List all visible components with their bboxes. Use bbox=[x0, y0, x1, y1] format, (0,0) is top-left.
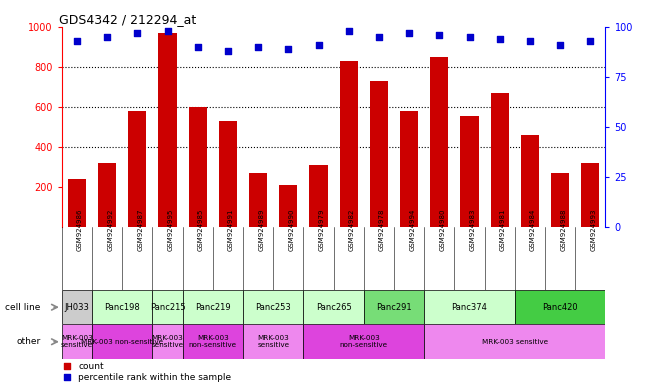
Point bbox=[62, 374, 72, 380]
Bar bbox=[430, 57, 449, 227]
Bar bbox=[183, 324, 243, 359]
Bar bbox=[189, 107, 207, 227]
Bar bbox=[521, 135, 539, 227]
Text: Panc198: Panc198 bbox=[104, 303, 140, 312]
Text: JH033: JH033 bbox=[64, 303, 89, 312]
Point bbox=[72, 38, 82, 44]
Bar bbox=[158, 33, 176, 227]
Text: Panc374: Panc374 bbox=[452, 303, 488, 312]
Bar bbox=[92, 290, 152, 324]
Text: count: count bbox=[78, 361, 104, 371]
Text: GSM924985: GSM924985 bbox=[198, 209, 204, 251]
Text: GSM924986: GSM924986 bbox=[77, 209, 83, 251]
Point bbox=[495, 36, 505, 42]
Point bbox=[223, 48, 233, 54]
Bar bbox=[551, 173, 569, 227]
Text: MRK-003
sensitive: MRK-003 sensitive bbox=[152, 335, 184, 348]
Text: Panc219: Panc219 bbox=[195, 303, 230, 312]
Point bbox=[374, 34, 384, 40]
Text: MRK-003 non-sensitive: MRK-003 non-sensitive bbox=[81, 339, 163, 345]
Bar bbox=[219, 121, 237, 227]
Text: GSM924990: GSM924990 bbox=[288, 209, 294, 251]
Text: MRK-003 sensitive: MRK-003 sensitive bbox=[482, 339, 548, 345]
Bar bbox=[515, 290, 605, 324]
Point bbox=[253, 44, 264, 50]
Point bbox=[283, 46, 294, 52]
Point bbox=[434, 32, 445, 38]
Bar bbox=[62, 324, 92, 359]
Bar bbox=[303, 324, 424, 359]
Text: MRK-003
sensitive: MRK-003 sensitive bbox=[257, 335, 289, 348]
Text: Panc291: Panc291 bbox=[376, 303, 412, 312]
Text: Panc215: Panc215 bbox=[150, 303, 186, 312]
Text: GSM924993: GSM924993 bbox=[590, 209, 596, 251]
Text: Panc420: Panc420 bbox=[542, 303, 578, 312]
Text: GDS4342 / 212294_at: GDS4342 / 212294_at bbox=[59, 13, 197, 26]
Text: GSM924989: GSM924989 bbox=[258, 209, 264, 251]
Point bbox=[102, 34, 113, 40]
Point bbox=[162, 28, 173, 34]
Bar bbox=[303, 290, 364, 324]
Text: GSM924980: GSM924980 bbox=[439, 209, 445, 251]
Point bbox=[404, 30, 414, 36]
Point bbox=[585, 38, 596, 44]
Point bbox=[555, 42, 565, 48]
Bar bbox=[243, 290, 303, 324]
Text: GSM924991: GSM924991 bbox=[228, 209, 234, 251]
Bar bbox=[370, 81, 388, 227]
Text: GSM924978: GSM924978 bbox=[379, 209, 385, 251]
Bar bbox=[424, 324, 605, 359]
Text: GSM924995: GSM924995 bbox=[167, 209, 174, 251]
Bar bbox=[309, 165, 327, 227]
Bar bbox=[491, 93, 509, 227]
Bar bbox=[460, 116, 478, 227]
Bar bbox=[152, 324, 183, 359]
Bar bbox=[92, 324, 152, 359]
Text: GSM924992: GSM924992 bbox=[107, 209, 113, 251]
Bar bbox=[340, 61, 358, 227]
Text: GSM924988: GSM924988 bbox=[560, 209, 566, 251]
Text: GSM924987: GSM924987 bbox=[137, 209, 143, 251]
Bar bbox=[183, 290, 243, 324]
Text: MRK-003
sensitive: MRK-003 sensitive bbox=[61, 335, 93, 348]
Text: GSM924979: GSM924979 bbox=[318, 209, 325, 251]
Point bbox=[525, 38, 535, 44]
Bar bbox=[424, 290, 515, 324]
Bar bbox=[364, 290, 424, 324]
Text: GSM924983: GSM924983 bbox=[469, 209, 475, 251]
Bar bbox=[128, 111, 146, 227]
Point bbox=[62, 363, 72, 369]
Text: MRK-003
non-sensitive: MRK-003 non-sensitive bbox=[340, 335, 388, 348]
Bar bbox=[400, 111, 418, 227]
Text: GSM924982: GSM924982 bbox=[349, 209, 355, 251]
Bar bbox=[249, 173, 267, 227]
Point bbox=[132, 30, 143, 36]
Bar bbox=[152, 290, 183, 324]
Bar bbox=[98, 163, 116, 227]
Point bbox=[193, 44, 203, 50]
Text: Panc265: Panc265 bbox=[316, 303, 352, 312]
Bar bbox=[243, 324, 303, 359]
Text: percentile rank within the sample: percentile rank within the sample bbox=[78, 372, 231, 382]
Bar bbox=[279, 185, 298, 227]
Bar bbox=[581, 163, 600, 227]
Bar bbox=[68, 179, 86, 227]
Text: MRK-003
non-sensitive: MRK-003 non-sensitive bbox=[189, 335, 237, 348]
Text: other: other bbox=[16, 337, 41, 346]
Point bbox=[464, 34, 475, 40]
Bar bbox=[62, 290, 92, 324]
Text: GSM924981: GSM924981 bbox=[500, 209, 506, 251]
Point bbox=[344, 28, 354, 34]
Text: GSM924994: GSM924994 bbox=[409, 209, 415, 251]
Text: Panc253: Panc253 bbox=[255, 303, 291, 312]
Text: GSM924984: GSM924984 bbox=[530, 209, 536, 251]
Point bbox=[313, 42, 324, 48]
Text: cell line: cell line bbox=[5, 303, 41, 312]
